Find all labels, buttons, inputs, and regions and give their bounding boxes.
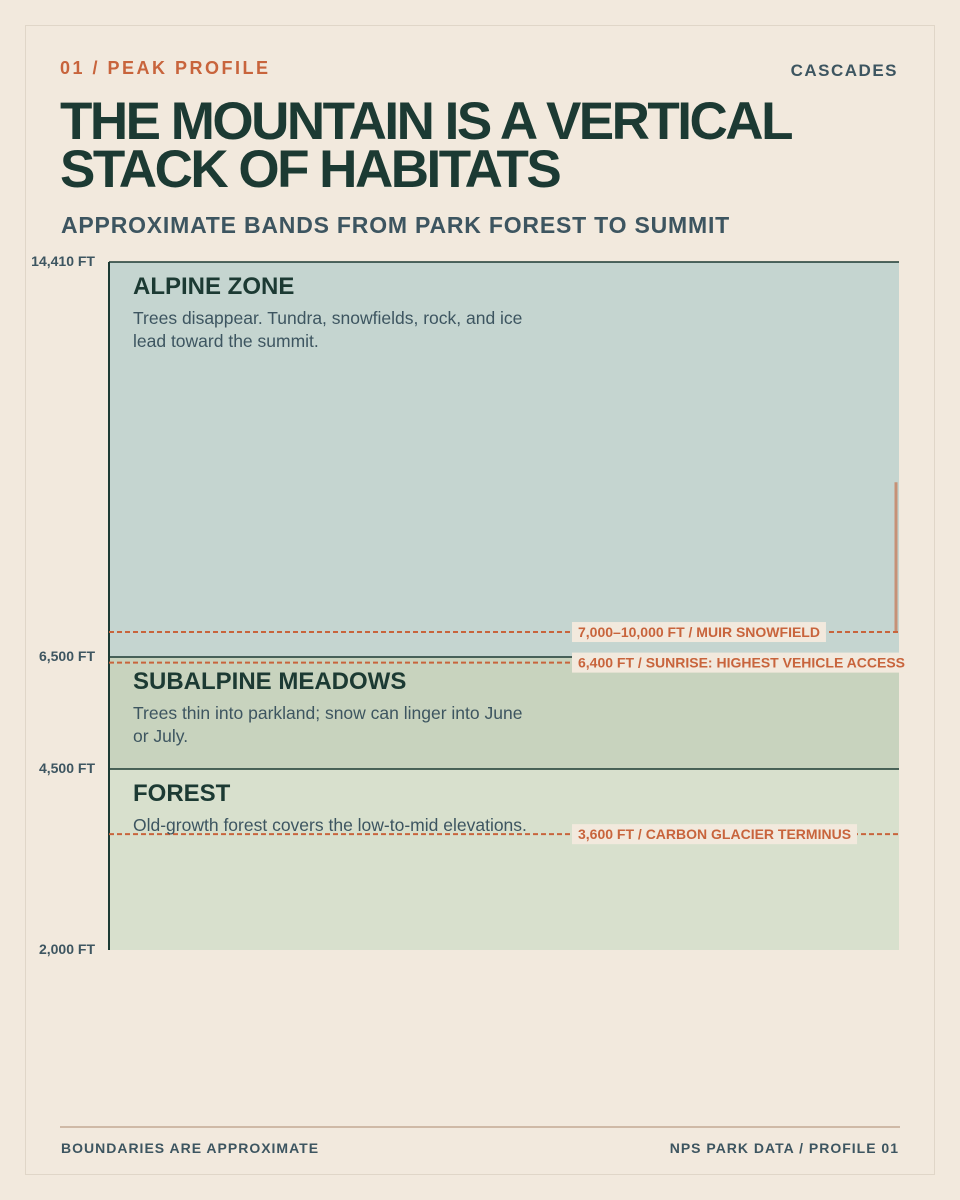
band-name: FOREST [133, 780, 231, 807]
band [109, 769, 899, 950]
y-tick-label: 14,410 FT [31, 253, 95, 269]
chart-title: THE MOUNTAIN IS A VERTICAL STACK OF HABI… [60, 92, 793, 199]
y-tick-label: 4,500 FT [39, 760, 95, 776]
annotation-bg [572, 622, 826, 643]
y-tick-label: 2,000 FT [39, 941, 95, 957]
annotation-bg [572, 652, 911, 673]
annotation-bg [572, 824, 858, 845]
band-description: Old-growth forest covers the low-to-mid … [133, 815, 527, 835]
band [109, 262, 899, 657]
footer-note: BOUNDARIES ARE APPROXIMATE [61, 1140, 320, 1156]
region: CASCADES [790, 61, 898, 80]
band [109, 657, 899, 769]
subtitle: APPROXIMATE BANDS FROM PARK FOREST TO SU… [61, 212, 730, 238]
band-label: ALPINE ZONE Trees disappear. Tundra, snow… [133, 273, 533, 353]
kicker: 01 / PEAK PROFILE [60, 58, 271, 78]
band-name: SUBALPINE MEADOWS [133, 668, 407, 695]
footer-source: NPS PARK DATA / PROFILE 01 [669, 1140, 899, 1156]
y-tick-label: 6,500 FT [39, 648, 95, 664]
band-label: SUBALPINE MEADOWS Trees thin into parklan… [133, 668, 533, 748]
annotation-label: 6,400 FT / SUNRISE: HIGHEST VEHICLE ACCE… [578, 655, 905, 671]
band-description: Trees disappear. Tundra, snowfields, roc… [133, 308, 523, 351]
footer-rule [60, 1126, 900, 1128]
band-label: FOREST Old-growth forest covers the low-t… [133, 780, 533, 837]
frame [25, 25, 935, 1175]
annotation-label: 7,000–10,000 FT / MUIR SNOWFIELD [578, 624, 820, 640]
annotation-label: 3,600 FT / CARBON GLACIER TERMINUS [578, 826, 851, 842]
band-name: ALPINE ZONE [133, 273, 295, 300]
band-description: Trees thin into parkland; snow can linge… [133, 703, 523, 746]
